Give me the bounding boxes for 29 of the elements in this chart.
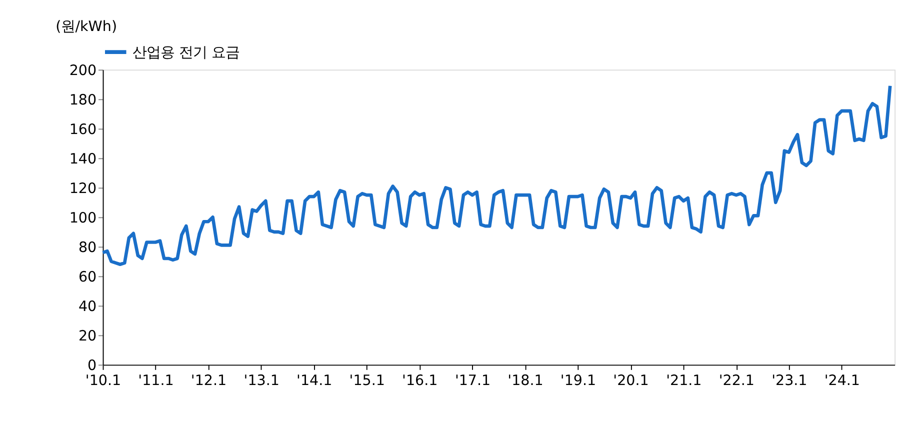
x-tick-label: '21.1 — [666, 373, 702, 390]
x-tick-label: '20.1 — [613, 373, 649, 390]
line-series — [101, 84, 892, 266]
x-tick-label: '10.1 — [85, 373, 122, 390]
y-tick-label: 80 — [78, 240, 97, 256]
x-tick-label: '18.1 — [508, 373, 544, 390]
x-tick-label: '19.1 — [560, 373, 596, 390]
x-tick-label: '14.1 — [296, 373, 332, 390]
x-tick-label: '16.1 — [402, 373, 438, 390]
x-tick-label: '23.1 — [772, 373, 808, 390]
y-tick-label: 120 — [69, 180, 97, 197]
y-tick-label: 140 — [69, 151, 97, 168]
y-tick-label: 60 — [78, 269, 97, 286]
y-tick-label: 20 — [78, 328, 97, 344]
y-tick-label: 160 — [69, 122, 97, 138]
x-tick-label: '17.1 — [454, 373, 491, 390]
x-tick-label: '22.1 — [718, 373, 755, 390]
legend-label: 산업용 전기 요금 — [132, 44, 240, 61]
y-tick-label: 40 — [78, 298, 97, 315]
x-tick-label: '12.1 — [190, 373, 227, 390]
y-tick-label: 180 — [69, 92, 97, 108]
x-tick-label: '11.1 — [138, 373, 174, 390]
x-tick-label: '13.1 — [244, 373, 280, 390]
x-tick-label: '15.1 — [349, 373, 385, 390]
x-tick-label: '24.1 — [824, 373, 860, 390]
y-tick-label: 0 — [88, 358, 97, 374]
y-tick-label: 100 — [69, 210, 97, 226]
y-axis-title: (원/kWh) — [56, 19, 118, 36]
y-tick-label: 200 — [69, 62, 97, 79]
